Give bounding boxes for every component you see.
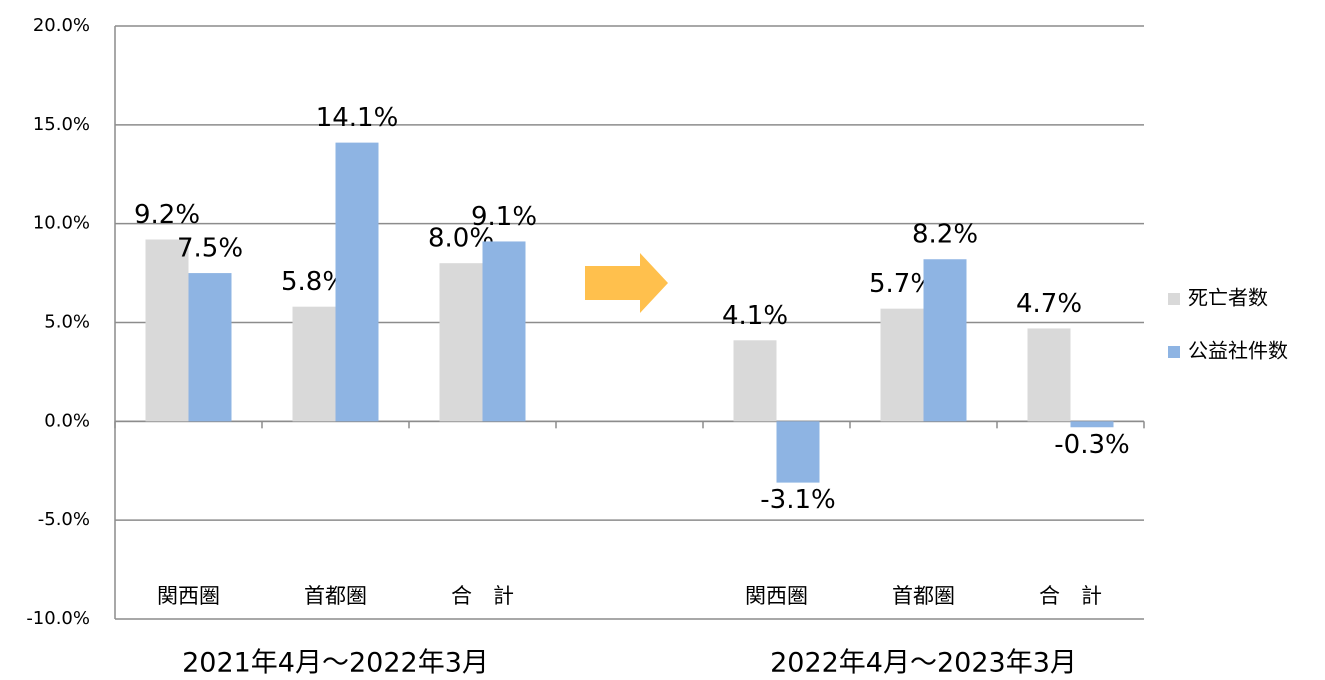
y-tick-label: 10.0% — [33, 213, 90, 234]
data-label: 4.7% — [1016, 289, 1082, 319]
y-tick-label: 15.0% — [33, 114, 90, 135]
bar — [292, 306, 336, 422]
x-tick-label: 関西圏 — [157, 584, 220, 608]
data-label: 14.1% — [316, 103, 399, 133]
data-label: -0.3% — [1054, 430, 1129, 460]
y-tick-label: 20.0% — [33, 15, 90, 36]
data-label: 9.2% — [134, 200, 200, 230]
legend-swatch — [1168, 346, 1180, 358]
bar — [880, 308, 924, 422]
y-tick-label: -5.0% — [38, 509, 90, 530]
legend-label: 死亡者数 — [1188, 286, 1268, 310]
data-label: -3.1% — [760, 485, 835, 515]
bar — [188, 273, 232, 422]
bar — [733, 340, 777, 422]
data-label: 7.5% — [177, 234, 243, 264]
x-tick-label: 首都圏 — [304, 584, 367, 608]
data-label: 4.1% — [722, 301, 788, 331]
period-label: 2022年4月～2023年3月 — [770, 648, 1077, 679]
bar — [923, 259, 967, 422]
y-tick-label: 0.0% — [44, 410, 90, 431]
arrow — [585, 253, 668, 313]
legend-swatch — [1168, 293, 1180, 305]
y-tick-label: -10.0% — [26, 608, 90, 629]
bar — [1070, 421, 1114, 428]
data-label: 9.1% — [471, 202, 537, 232]
bar — [335, 142, 379, 422]
period-label: 2021年4月～2022年3月 — [182, 648, 489, 679]
bar — [439, 263, 483, 422]
legend-label: 公益社件数 — [1188, 339, 1288, 363]
x-tick-label: 合 計 — [1039, 584, 1102, 608]
x-tick-label: 首都圏 — [892, 584, 955, 608]
y-tick-label: 5.0% — [44, 312, 90, 333]
bar — [1027, 328, 1071, 422]
bar — [482, 241, 526, 422]
x-tick-label: 合 計 — [451, 584, 514, 608]
x-tick-label: 関西圏 — [745, 584, 808, 608]
data-label: 8.2% — [912, 220, 978, 250]
bar — [776, 421, 820, 483]
bar — [145, 239, 189, 422]
